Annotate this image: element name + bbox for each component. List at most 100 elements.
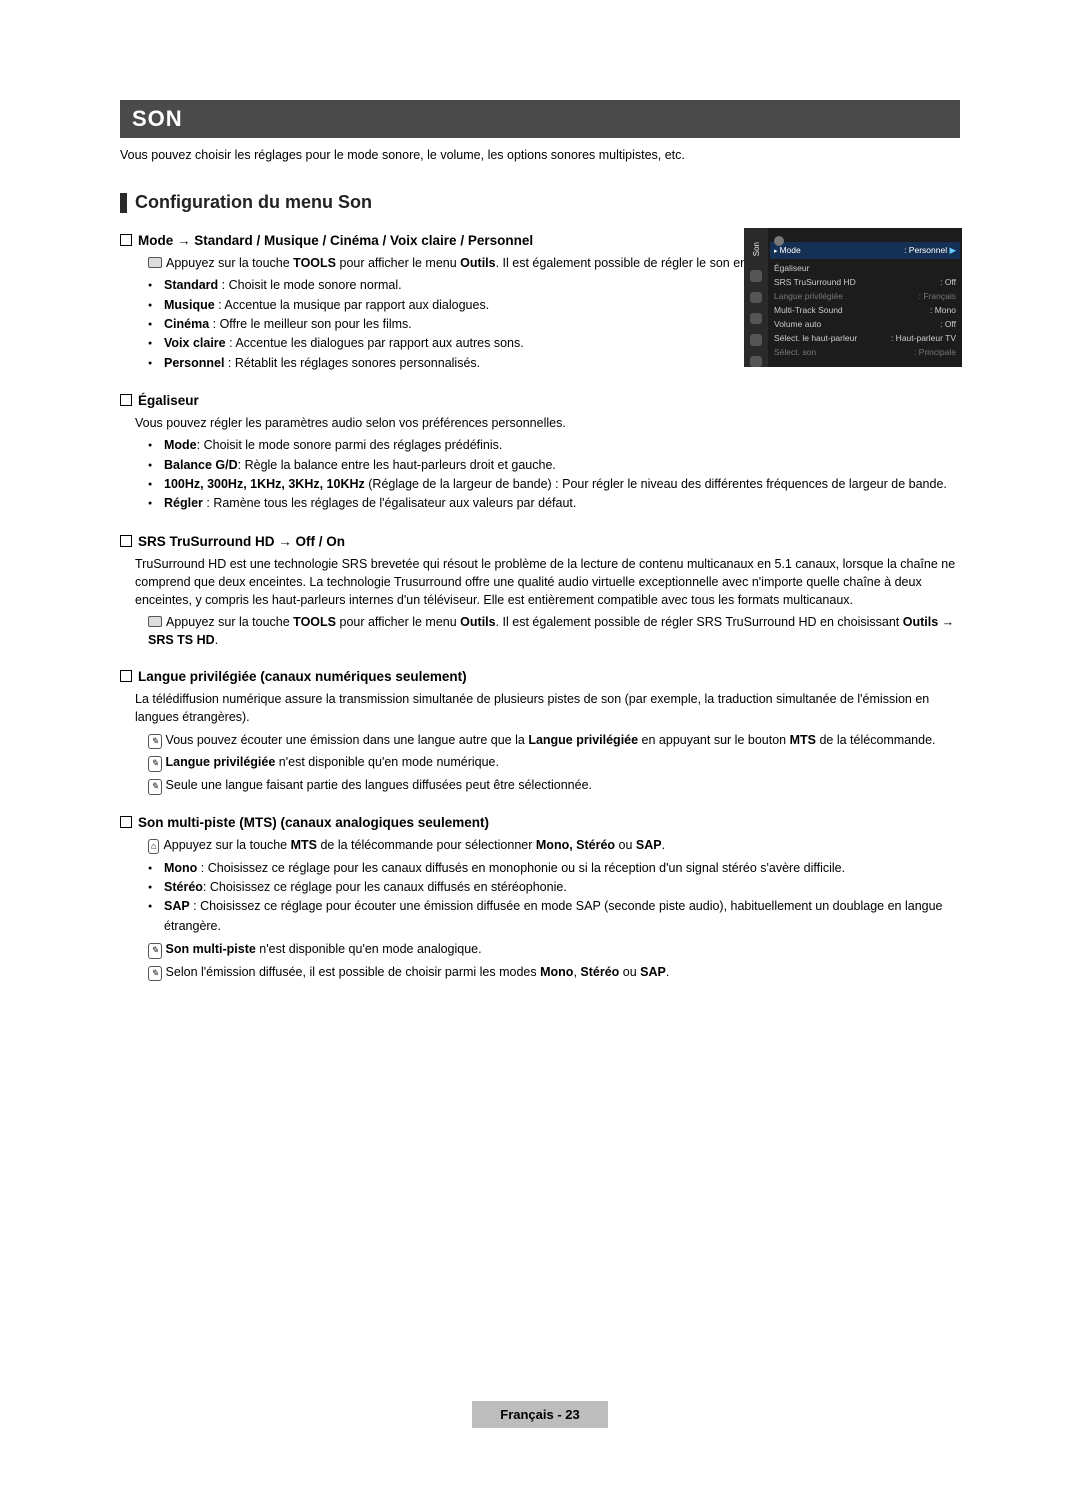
- t: Appuyez sur la touche: [166, 256, 293, 270]
- list-item: SAP : Choisissez ce réglage pour écouter…: [148, 897, 960, 936]
- t: : Offre le meilleur son pour les films.: [209, 317, 412, 331]
- osd-value: : Mono: [930, 305, 956, 315]
- t: ou: [615, 838, 636, 852]
- section-heading-text: Configuration du menu Son: [135, 192, 372, 213]
- t: de la télécommande.: [816, 733, 936, 747]
- t: .: [215, 633, 218, 647]
- osd-row: SRS TruSurround HD : Off: [774, 275, 956, 289]
- osd-label: SRS TruSurround HD: [774, 277, 856, 287]
- checkbox-icon: [120, 394, 132, 406]
- osd-row: Multi-Track Sound: Mono: [774, 303, 956, 317]
- list-item: Mode: Choisit le mode sonore parmi des r…: [148, 436, 960, 455]
- osd-sidebar-icon: [750, 356, 762, 367]
- osd-sidebar-icon: [750, 270, 762, 281]
- osd-value: : Principale: [914, 347, 956, 357]
- sub-heading-mts: Son multi-piste (MTS) (canaux analogique…: [120, 815, 960, 830]
- t: MTS: [291, 838, 317, 852]
- sub2-heading-text: Égaliseur: [138, 393, 199, 408]
- t: TOOLS: [293, 256, 336, 270]
- remote-note: ⌂Appuyez sur la touche MTS de la télécom…: [148, 836, 960, 855]
- t: Balance G/D: [164, 458, 238, 472]
- t: de la télécommande pour sélectionner: [317, 838, 536, 852]
- list-item: Mono : Choisissez ce réglage pour les ca…: [148, 859, 960, 878]
- osd-value: : Personnel: [904, 245, 947, 255]
- list-item: Balance G/D: Règle la balance entre les …: [148, 456, 960, 475]
- t: pour afficher le menu: [336, 615, 460, 629]
- note-icon: ✎: [148, 756, 162, 772]
- osd-label: Sélect. le haut-parleur: [774, 333, 857, 343]
- t: Son multi-piste: [166, 942, 256, 956]
- t: Musique: [164, 298, 215, 312]
- list-item: Stéréo: Choisissez ce réglage pour les c…: [148, 878, 960, 897]
- checkbox-icon: [120, 535, 132, 547]
- checkbox-icon: [120, 670, 132, 682]
- t: : Choisissez ce réglage pour les canaux …: [197, 861, 845, 875]
- note-line: ✎ Vous pouvez écouter une émission dans u…: [148, 731, 960, 750]
- sub5-heading-text: Son multi-piste (MTS) (canaux analogique…: [138, 815, 489, 830]
- t: : Accentue les dialogues par rapport aux…: [226, 336, 524, 350]
- t: Stéréo: [164, 880, 203, 894]
- sub-heading-srs: SRS TruSurround HD → Off / On: [120, 534, 960, 549]
- chevron-right-icon: ▶: [949, 245, 956, 255]
- list-item: Régler : Ramène tous les réglages de l'é…: [148, 494, 960, 513]
- t: Personnel: [164, 356, 224, 370]
- srs-para: TruSurround HD est une technologie SRS b…: [135, 555, 960, 609]
- t: Outils: [460, 256, 495, 270]
- t: : Choisit le mode sonore normal.: [218, 278, 401, 292]
- tools-button-icon: [148, 257, 162, 268]
- t: Outils: [460, 615, 495, 629]
- t: Seule une langue faisant partie des lang…: [166, 778, 592, 792]
- osd-menu: Son Mode : Personnel ▶ Égaliseur SRS Tru…: [744, 228, 962, 367]
- note-line: ✎ Seule une langue faisant partie des lan…: [148, 776, 960, 795]
- osd-label: Égaliseur: [774, 263, 809, 273]
- osd-value: : Français: [919, 291, 956, 301]
- note-line: ✎ Selon l'émission diffusée, il est possi…: [148, 963, 960, 982]
- note-icon: ✎: [148, 779, 162, 795]
- t: : Accentue la musique par rapport aux di…: [215, 298, 489, 312]
- t: Cinéma: [164, 317, 209, 331]
- osd-row: Volume auto: Off: [774, 317, 956, 331]
- list-item: 100Hz, 300Hz, 1KHz, 3KHz, 10KHz (Réglage…: [148, 475, 960, 494]
- osd-label: Sélect. son: [774, 347, 816, 357]
- note-icon: ✎: [148, 966, 162, 982]
- t: Langue privilégiée: [166, 755, 276, 769]
- intro-text: Vous pouvez choisir les réglages pour le…: [120, 148, 960, 162]
- t: SAP: [640, 965, 666, 979]
- osd-row: Sélect. son : Principale: [774, 345, 956, 359]
- note-icon: ✎: [148, 734, 162, 750]
- note-line: ✎ Langue privilégiée n'est disponible qu'…: [148, 753, 960, 772]
- equalizer-bullet-list: Mode: Choisit le mode sonore parmi des r…: [148, 436, 960, 514]
- t: Stéréo: [580, 965, 619, 979]
- footer-page-number: Français - 23: [472, 1401, 608, 1428]
- t: Mono: [540, 965, 573, 979]
- t: : Règle la balance entre les haut-parleu…: [238, 458, 556, 472]
- t: Vous pouvez écouter une émission dans un…: [166, 733, 529, 747]
- equalizer-para: Vous pouvez régler les paramètres audio …: [135, 414, 960, 432]
- t: n'est disponible qu'en mode numérique.: [275, 755, 499, 769]
- osd-label: Langue privilégiée: [774, 291, 843, 301]
- osd-value: : Off: [940, 319, 956, 329]
- t: : Choisit le mode sonore parmi des régla…: [197, 438, 503, 452]
- osd-tab-label: Son: [752, 242, 761, 256]
- t: . Il est également possible de régler SR…: [496, 615, 903, 629]
- sub-heading-equalizer: Égaliseur: [120, 393, 960, 408]
- remote-icon: ⌂: [148, 839, 159, 855]
- t: SAP: [636, 838, 662, 852]
- checkbox-icon: [120, 816, 132, 828]
- t: Mono, Stéréo: [536, 838, 615, 852]
- t: .: [666, 965, 669, 979]
- t: Selon l'émission diffusée, il est possib…: [166, 965, 541, 979]
- tools-button-icon: [148, 616, 162, 627]
- t: : Rétablit les réglages sonores personna…: [224, 356, 480, 370]
- t: Appuyez sur la touche: [166, 615, 293, 629]
- heading-bar-icon: [120, 193, 127, 213]
- mts-bullet-list: Mono : Choisissez ce réglage pour les ca…: [148, 859, 960, 937]
- osd-row-selected: Mode : Personnel ▶: [770, 242, 960, 259]
- osd-sidebar: Son: [744, 228, 768, 367]
- osd-value: : Off: [940, 277, 956, 287]
- osd-sidebar-icon: [750, 334, 762, 345]
- osd-main: Mode : Personnel ▶ Égaliseur SRS TruSurr…: [768, 232, 962, 361]
- osd-row: Langue privilégiée : Français: [774, 289, 956, 303]
- sub1-heading-text: Mode → Standard / Musique / Cinéma / Voi…: [138, 233, 533, 248]
- page-title: SON: [120, 100, 960, 138]
